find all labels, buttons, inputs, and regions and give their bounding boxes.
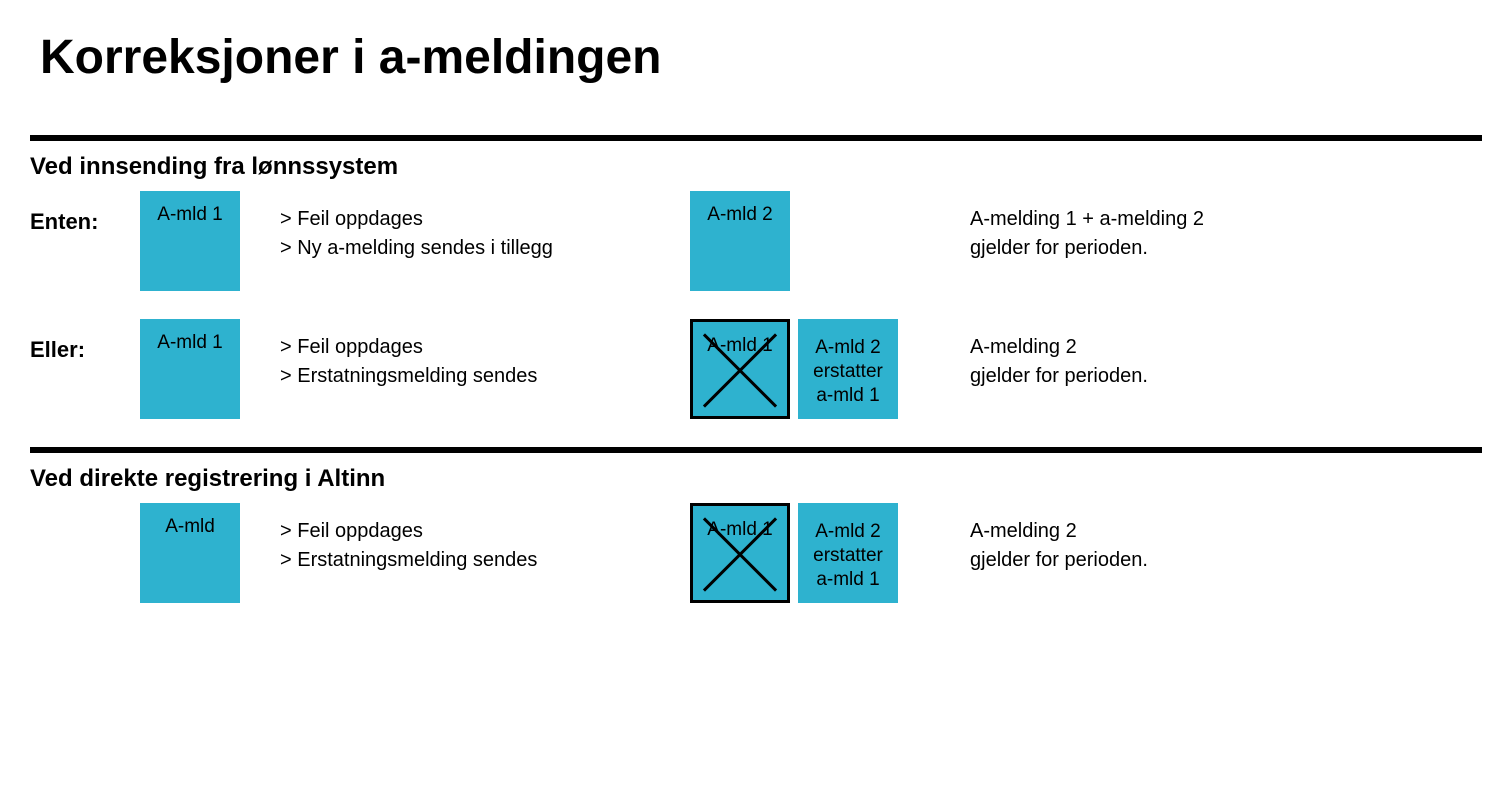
box-label: A-mld 1 [157, 203, 222, 227]
box-label: A-mld 1 [707, 334, 772, 358]
steps-or: > Feil oppdages > Erstatningsmelding sen… [280, 319, 690, 391]
result-either: A-melding 1 + a-melding 2 gjelder for pe… [930, 191, 1482, 263]
box-label: A-mld 2 [707, 203, 772, 227]
result-line: gjelder for perioden. [970, 546, 1482, 575]
box-label-line: erstatter [813, 545, 883, 566]
page-title: Korreksjoner i a-meldingen [40, 30, 1482, 85]
box-amld1-crossed-or: A-mld 1 [690, 319, 790, 419]
row-or: Eller: A-mld 1 > Feil oppdages > Erstatn… [30, 319, 1482, 429]
box-amld-altinn: A-mld [140, 503, 240, 603]
result-line: A-melding 2 [970, 333, 1482, 362]
page: Korreksjoner i a-meldingen Ved innsendin… [0, 0, 1512, 671]
result-line: A-melding 1 + a-melding 2 [970, 205, 1482, 234]
steps-either: > Feil oppdages > Ny a-melding sendes i … [280, 191, 690, 263]
divider-top [30, 135, 1482, 141]
row-label-or: Eller: [30, 319, 140, 363]
box-label-line: a-mld 1 [816, 569, 879, 590]
step-line: > Erstatningsmelding sendes [280, 546, 690, 575]
box-amld1-or: A-mld 1 [140, 319, 240, 419]
box-amld1-crossed-altinn: A-mld 1 [690, 503, 790, 603]
result-line: gjelder for perioden. [970, 362, 1482, 391]
step-line: > Feil oppdages [280, 205, 690, 234]
box-label: A-mld 2 erstatter a-mld 1 [813, 336, 883, 407]
result-line: A-melding 2 [970, 517, 1482, 546]
step-line: > Feil oppdages [280, 517, 690, 546]
box-label: A-mld 1 [157, 331, 222, 355]
section-heading-altinn: Ved direkte registrering i Altinn [30, 465, 1482, 493]
box-label: A-mld 1 [707, 518, 772, 542]
box-replace-altinn: A-mld 2 erstatter a-mld 1 [798, 503, 898, 603]
box-amld1-either: A-mld 1 [140, 191, 240, 291]
box-label-line: A-mld 2 [815, 337, 880, 358]
result-line: gjelder for perioden. [970, 234, 1482, 263]
row-label-either: Enten: [30, 191, 140, 235]
step-line: > Ny a-melding sendes i tillegg [280, 234, 690, 263]
box-label: A-mld [165, 515, 215, 539]
box-label: A-mld 2 erstatter a-mld 1 [813, 520, 883, 591]
result-altinn: A-melding 2 gjelder for perioden. [930, 503, 1482, 575]
box-label-line: A-mld 2 [815, 521, 880, 542]
box-replace-or: A-mld 2 erstatter a-mld 1 [798, 319, 898, 419]
row-altinn: A-mld > Feil oppdages > Erstatningsmeldi… [30, 503, 1482, 613]
divider-mid [30, 447, 1482, 453]
step-line: > Feil oppdages [280, 333, 690, 362]
section-heading-payroll: Ved innsending fra lønnssystem [30, 153, 1482, 181]
result-or: A-melding 2 gjelder for perioden. [930, 319, 1482, 391]
row-either: Enten: A-mld 1 > Feil oppdages > Ny a-me… [30, 191, 1482, 301]
box-label-line: a-mld 1 [816, 385, 879, 406]
step-line: > Erstatningsmelding sendes [280, 362, 690, 391]
steps-altinn: > Feil oppdages > Erstatningsmelding sen… [280, 503, 690, 575]
box-amld2-either: A-mld 2 [690, 191, 790, 291]
box-label-line: erstatter [813, 361, 883, 382]
row-label-altinn [30, 503, 140, 521]
